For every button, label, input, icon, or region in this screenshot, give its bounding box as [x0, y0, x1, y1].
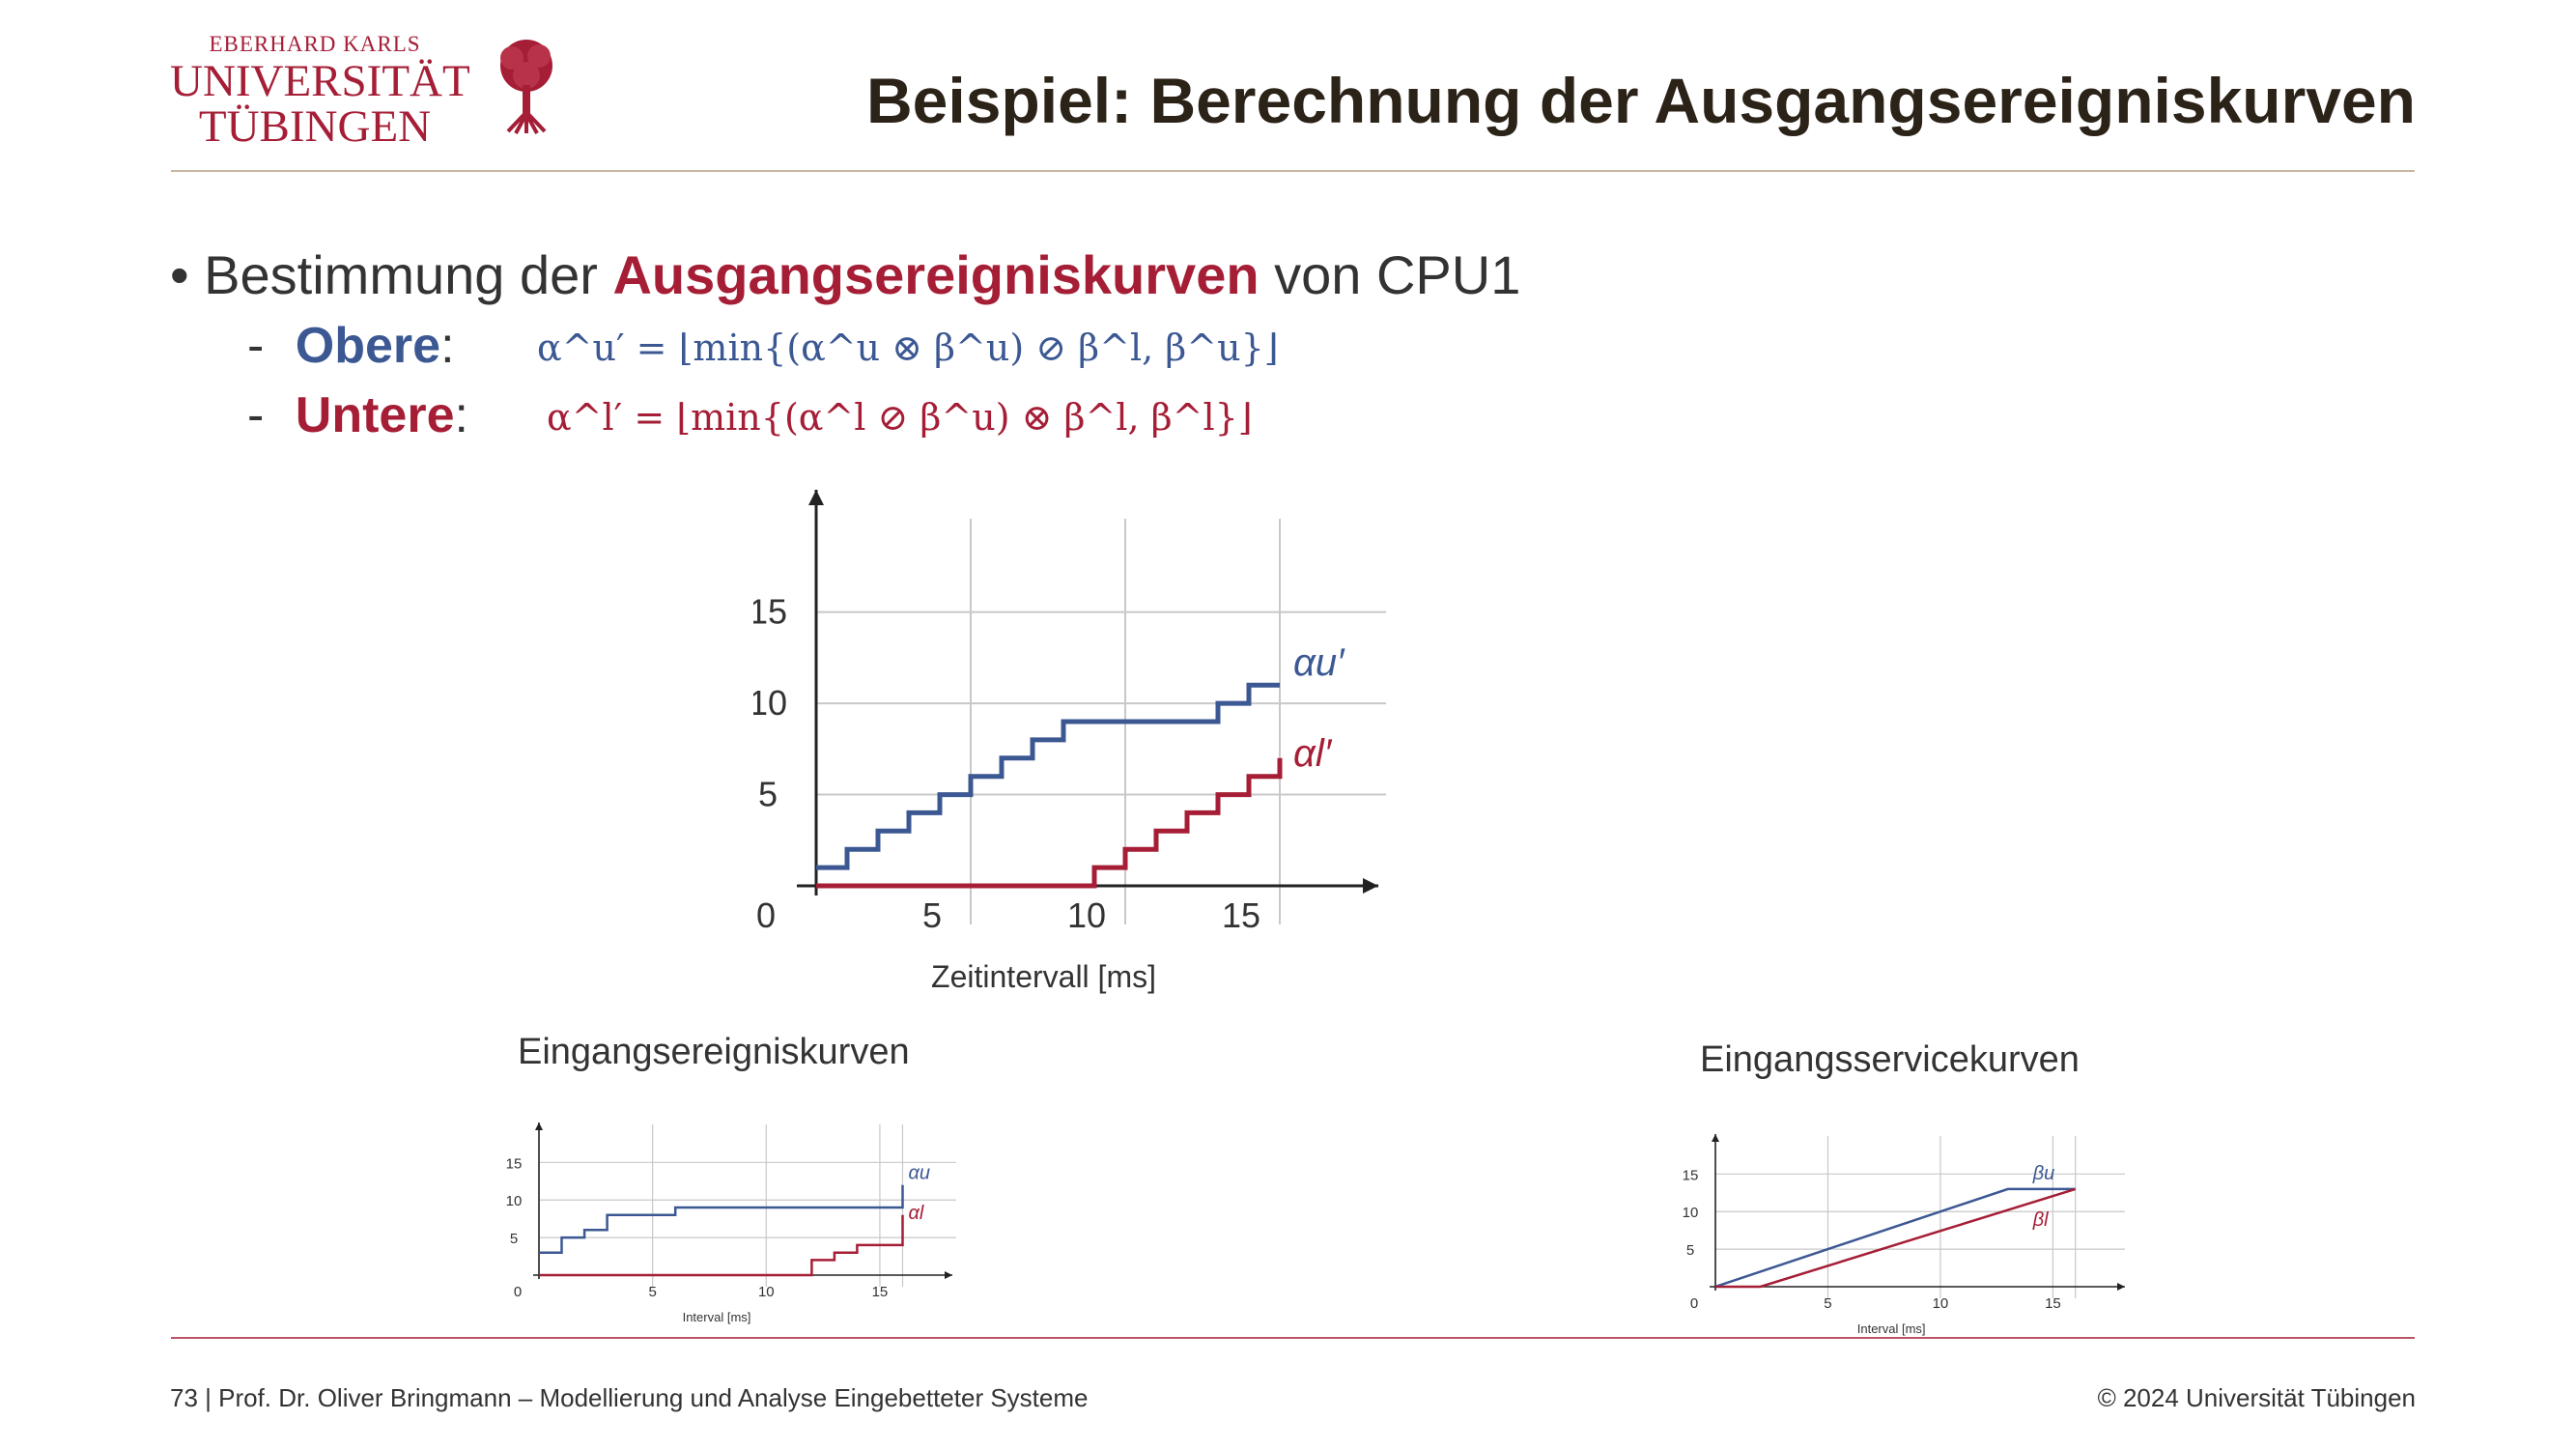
footer-divider	[171, 1337, 2415, 1339]
obere-colon: :	[440, 318, 455, 374]
x-axis-arrow	[1363, 878, 1378, 894]
x-axis-label: Interval [ms]	[1857, 1321, 1926, 1336]
x-tick-label: 10	[758, 1284, 775, 1300]
obere-dash: -	[247, 318, 265, 374]
y-tick-label: 15	[1683, 1167, 1699, 1183]
y-tick-label: 5	[510, 1231, 518, 1247]
input-event-curves-title: Eingangsereigniskurven	[518, 1032, 910, 1072]
x-tick-label: 0	[514, 1284, 522, 1300]
y-tick-label: 5	[758, 775, 778, 814]
series-line-lower	[816, 757, 1283, 889]
x-axis-arrow	[945, 1271, 952, 1279]
y-axis-arrow	[535, 1122, 543, 1130]
oak-tree-icon	[495, 37, 558, 135]
x-axis-label: Zeitintervall [ms]	[931, 959, 1156, 994]
series-legend-label: βu	[2032, 1163, 2055, 1184]
x-tick-label: 5	[648, 1284, 656, 1300]
series-line-upper	[816, 682, 1280, 870]
x-tick-label: 10	[1933, 1295, 1949, 1312]
series-legend-label: βl	[2032, 1209, 2049, 1231]
input-service-curves-chart: 0 5 10 15 5 10 15 Interval [ms] βu βl	[1683, 1134, 2125, 1336]
x-tick-label: 15	[1222, 895, 1260, 935]
input-service-curves-title: Eingangsservicekurven	[1700, 1039, 2080, 1080]
y-tick-label: 15	[753, 592, 787, 632]
x-tick-label: 5	[922, 895, 942, 935]
obere-formula: α^u′ = ⌊min{(α^u ⊗ β^u) ⊘ β^l, β^u}⌋	[537, 327, 1279, 369]
bullet-dot: •	[170, 244, 205, 305]
series-legend-label: αl	[908, 1203, 923, 1224]
x-tick-label: 0	[756, 895, 776, 935]
x-tick-label: 15	[2045, 1295, 2061, 1312]
bullet-suffix: von CPU1	[1259, 244, 1521, 305]
logo-line-1: EBERHARD KARLS	[209, 32, 421, 56]
logo-line-3: TÜBINGEN	[198, 101, 432, 152]
y-axis-arrow	[808, 490, 824, 505]
series-line-upper	[1714, 1187, 2076, 1289]
untere-colon: :	[454, 387, 468, 443]
series-legend-label: αu	[908, 1163, 930, 1184]
untere-label: Untere	[295, 387, 455, 443]
y-tick-label: 10	[1683, 1205, 1699, 1221]
footer-left: 73 | Prof. Dr. Oliver Bringmann – Modell…	[170, 1383, 1089, 1412]
y-tick-label: 10	[753, 683, 787, 723]
logo-line-2: UNIVERSITÄT	[170, 56, 470, 106]
obere-label: Obere	[295, 318, 441, 374]
y-tick-label: 10	[506, 1193, 523, 1209]
y-axis-arrow	[1712, 1134, 1719, 1142]
bullet-highlight: Ausgangsereigniskurven	[612, 244, 1260, 305]
x-axis-arrow	[2117, 1283, 2125, 1291]
output-event-curves-chart: 0 5 10 15 5 10 15 Zeitintervall [ms] αu′ αl′	[753, 490, 1386, 994]
series-line-upper	[539, 1184, 904, 1254]
x-axis-label: Interval [ms]	[683, 1310, 751, 1324]
bullet-prefix: Bestimmung der	[204, 244, 613, 305]
series-legend-label: αu′	[1293, 641, 1345, 684]
y-tick-label: 15	[506, 1155, 523, 1172]
x-tick-label: 10	[1067, 895, 1106, 935]
series-line-lower	[1715, 1187, 2077, 1289]
untere-formula: α^l′ = ⌊min{(α^l ⊘ β^u) ⊗ β^l, β^l}⌋	[547, 396, 1253, 439]
series-legend-label: αl′	[1293, 732, 1333, 775]
sub-bullet-obere: - Obere:	[247, 317, 455, 375]
footer-right: © 2024 Universität Tübingen	[2097, 1383, 2416, 1412]
x-tick-label: 0	[1690, 1295, 1698, 1312]
series-line-lower	[539, 1214, 904, 1277]
main-bullet: • Bestimmung der Ausgangsereigniskurven …	[170, 243, 1520, 306]
untere-dash: -	[247, 387, 265, 443]
university-logo: EBERHARD KARLS UNIVERSITÄT TÜBINGEN	[170, 32, 470, 152]
x-tick-label: 5	[1824, 1295, 1831, 1312]
y-tick-label: 5	[1686, 1242, 1694, 1259]
x-tick-label: 15	[872, 1284, 889, 1300]
slide-title: Beispiel: Berechnung der Ausgangsereigni…	[866, 65, 2416, 136]
sub-bullet-untere: - Untere:	[247, 386, 468, 444]
input-event-curves-chart: 0 5 10 15 5 10 15 Interval [ms] αu αl	[506, 1122, 956, 1324]
header-divider	[171, 170, 2415, 172]
